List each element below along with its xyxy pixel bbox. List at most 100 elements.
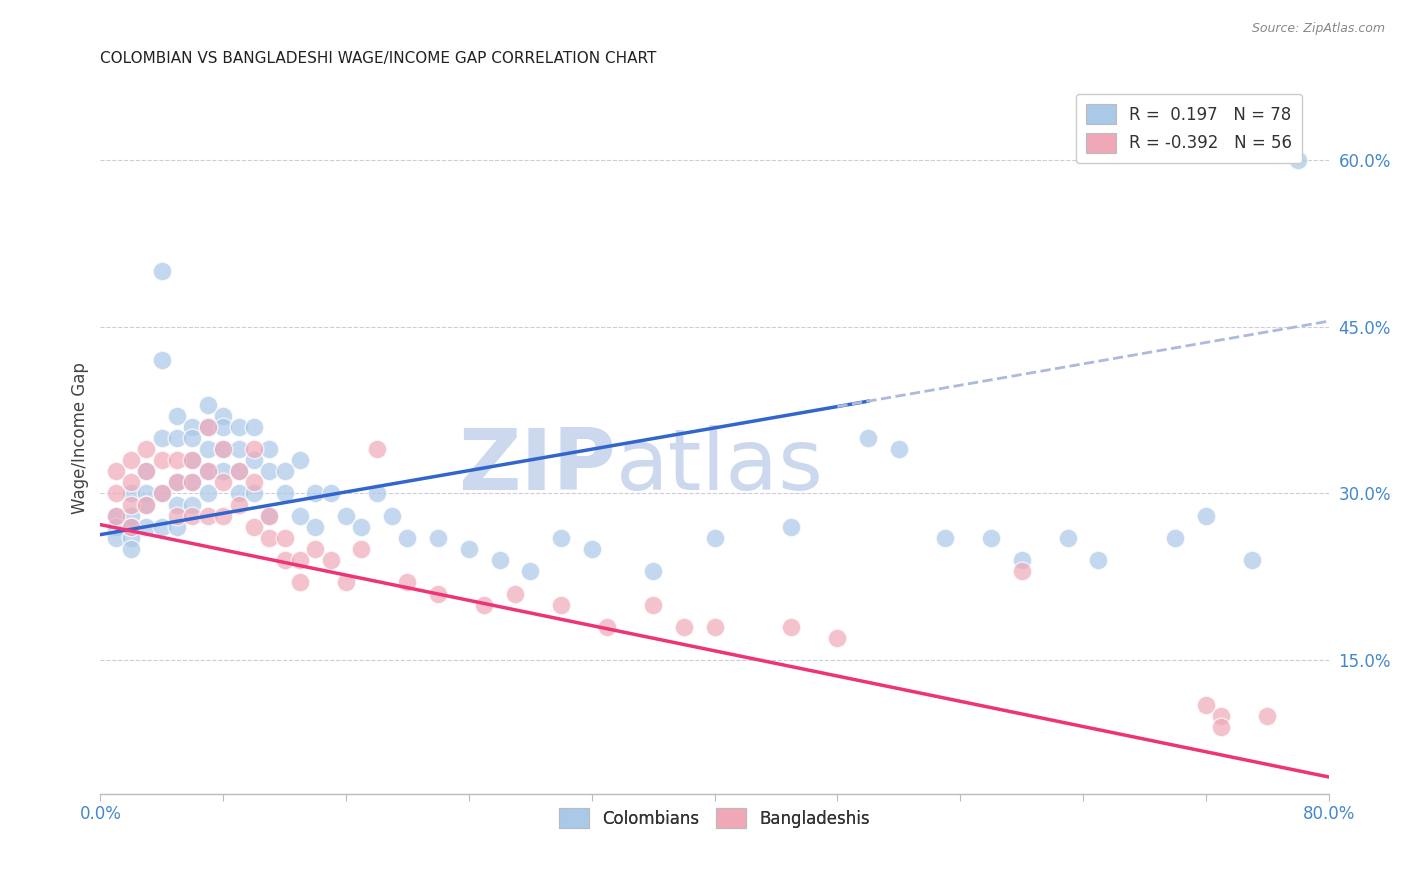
Point xyxy=(181,453,204,467)
Point xyxy=(243,475,266,490)
Point xyxy=(120,542,142,557)
Point xyxy=(212,442,235,456)
Point xyxy=(427,531,450,545)
Point xyxy=(150,264,173,278)
Point xyxy=(135,498,157,512)
Point xyxy=(350,520,373,534)
Point xyxy=(104,486,127,500)
Text: COLOMBIAN VS BANGLADESHI WAGE/INCOME GAP CORRELATION CHART: COLOMBIAN VS BANGLADESHI WAGE/INCOME GAP… xyxy=(100,51,657,66)
Point xyxy=(703,620,725,634)
Point xyxy=(120,453,142,467)
Point xyxy=(319,486,342,500)
Point xyxy=(273,553,295,567)
Point xyxy=(197,508,219,523)
Point xyxy=(1286,153,1309,167)
Point xyxy=(166,475,188,490)
Point xyxy=(181,453,204,467)
Point xyxy=(197,464,219,478)
Point xyxy=(228,419,250,434)
Point xyxy=(273,531,295,545)
Point xyxy=(457,542,479,557)
Point xyxy=(181,419,204,434)
Point xyxy=(135,464,157,478)
Point xyxy=(197,419,219,434)
Point xyxy=(643,564,665,578)
Point xyxy=(381,508,404,523)
Point xyxy=(135,464,157,478)
Point xyxy=(366,442,388,456)
Point xyxy=(212,442,235,456)
Point xyxy=(150,520,173,534)
Point xyxy=(243,453,266,467)
Point xyxy=(519,564,541,578)
Point xyxy=(934,531,956,545)
Point xyxy=(503,586,526,600)
Point xyxy=(1087,553,1109,567)
Point xyxy=(120,520,142,534)
Point xyxy=(288,575,311,590)
Point xyxy=(1195,508,1218,523)
Point xyxy=(166,431,188,445)
Point xyxy=(181,498,204,512)
Point xyxy=(396,531,419,545)
Point xyxy=(1256,709,1278,723)
Point xyxy=(197,442,219,456)
Point xyxy=(288,508,311,523)
Point xyxy=(120,486,142,500)
Point xyxy=(596,620,619,634)
Point xyxy=(166,475,188,490)
Point xyxy=(703,531,725,545)
Point xyxy=(887,442,910,456)
Point xyxy=(150,431,173,445)
Point xyxy=(366,486,388,500)
Point xyxy=(166,409,188,423)
Point xyxy=(212,464,235,478)
Point xyxy=(259,531,281,545)
Point xyxy=(212,409,235,423)
Point xyxy=(166,508,188,523)
Point xyxy=(228,464,250,478)
Point xyxy=(780,620,803,634)
Point xyxy=(259,464,281,478)
Point xyxy=(228,498,250,512)
Point xyxy=(1211,709,1233,723)
Point xyxy=(104,508,127,523)
Point xyxy=(120,531,142,545)
Point xyxy=(150,453,173,467)
Point xyxy=(197,398,219,412)
Point xyxy=(259,508,281,523)
Point xyxy=(550,531,572,545)
Point xyxy=(350,542,373,557)
Point xyxy=(1056,531,1078,545)
Point xyxy=(581,542,603,557)
Point xyxy=(827,631,849,645)
Point xyxy=(288,553,311,567)
Point xyxy=(197,464,219,478)
Point xyxy=(120,475,142,490)
Point xyxy=(212,419,235,434)
Point xyxy=(304,542,326,557)
Point xyxy=(120,520,142,534)
Point xyxy=(243,442,266,456)
Point xyxy=(472,598,495,612)
Point xyxy=(228,442,250,456)
Point xyxy=(1211,720,1233,734)
Point xyxy=(427,586,450,600)
Point xyxy=(243,520,266,534)
Point xyxy=(120,508,142,523)
Point xyxy=(550,598,572,612)
Point xyxy=(259,442,281,456)
Point xyxy=(856,431,879,445)
Point xyxy=(104,520,127,534)
Point xyxy=(135,442,157,456)
Point xyxy=(1011,553,1033,567)
Point xyxy=(166,498,188,512)
Point xyxy=(166,453,188,467)
Point xyxy=(980,531,1002,545)
Point xyxy=(166,520,188,534)
Point xyxy=(150,486,173,500)
Point xyxy=(228,464,250,478)
Point xyxy=(259,508,281,523)
Point xyxy=(243,419,266,434)
Point xyxy=(396,575,419,590)
